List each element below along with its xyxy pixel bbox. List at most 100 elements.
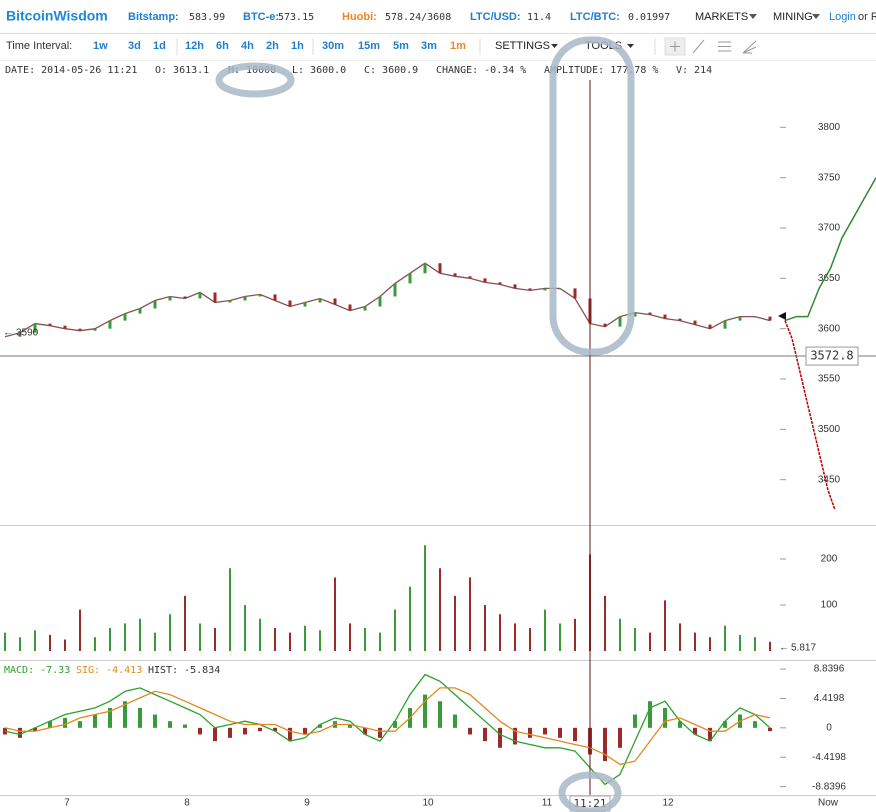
macd-hist-bar	[123, 701, 127, 728]
ticker-label[interactable]: BTC-e:	[243, 11, 279, 23]
macd-hist-bar	[723, 721, 727, 728]
annotation-circle	[549, 36, 635, 356]
left-arrow: ←	[3, 328, 13, 339]
candle	[228, 300, 232, 303]
macd-hist-bar	[618, 727, 622, 748]
menu-arrow	[551, 44, 558, 48]
ticker-label[interactable]: LTC/USD:	[470, 11, 521, 23]
interval-button[interactable]: 30m	[322, 40, 344, 52]
interval-button[interactable]: 4h	[241, 40, 254, 52]
macd-hist-bar	[33, 727, 37, 732]
or-text: or R	[858, 11, 876, 23]
cursor-price-box	[805, 346, 859, 366]
candle	[453, 273, 457, 277]
macd-label: HIST: -5.834	[148, 665, 220, 676]
macd-hist-bar	[288, 727, 292, 742]
volume-bar	[664, 600, 666, 651]
volume-bar	[19, 637, 21, 651]
login-link[interactable]: Login	[829, 11, 856, 23]
menu[interactable]: MINING	[773, 11, 813, 23]
ticker-label[interactable]: Huobi:	[342, 11, 377, 23]
volume-bar	[364, 628, 366, 651]
interval-label: Time Interval:	[6, 40, 72, 52]
macd-hist-bar	[18, 727, 22, 738]
info-field: AMPLITUDE: 177.78 %	[544, 65, 658, 76]
volume-bar	[484, 605, 486, 651]
y-tick-label: 3450	[818, 474, 841, 485]
brand[interactable]: BitcoinWisdom	[6, 8, 108, 24]
interval-button[interactable]: 15m	[358, 40, 380, 52]
interval-button[interactable]: 2h	[266, 40, 279, 52]
volume-bar	[694, 632, 696, 651]
fan-icon[interactable]	[742, 40, 757, 54]
interval-button[interactable]: 1w	[93, 40, 108, 52]
macd-hist-bar	[273, 727, 277, 732]
volume-bar	[769, 641, 771, 651]
interval-button[interactable]: 12h	[185, 40, 204, 52]
line-icon[interactable]	[692, 39, 705, 54]
candle	[318, 298, 322, 303]
menu-arrow	[749, 14, 757, 19]
volume-bar	[214, 628, 216, 651]
volume-bar	[619, 618, 621, 651]
x-tick-label: 7	[64, 798, 70, 809]
candle	[678, 318, 682, 321]
volume-bar	[604, 595, 606, 651]
price-marker	[778, 312, 786, 320]
candle	[693, 320, 697, 325]
info-field: V: 214	[676, 65, 712, 76]
macd-label: SIG: -4.413	[76, 665, 142, 676]
interval-button[interactable]: 1d	[153, 40, 166, 52]
ticker-value: 578.24/3608	[385, 12, 451, 23]
ticker-value: 583.99	[189, 12, 225, 23]
volume-bar	[289, 632, 291, 651]
volume-bar	[754, 637, 756, 651]
candle	[558, 288, 562, 290]
x-tick-label: 11	[542, 798, 553, 809]
interval-button[interactable]: 5m	[393, 40, 409, 52]
y-tick-label: 3700	[818, 223, 841, 234]
macd-hist-bar	[153, 714, 157, 728]
ticker-value: 0.01997	[628, 12, 670, 23]
macd-hist-bar	[528, 727, 532, 738]
macd-hist-bar	[603, 727, 607, 762]
x-tick-label: Now	[818, 798, 839, 809]
info-field: O: 3613.1	[155, 65, 209, 76]
volume-bar	[409, 586, 411, 651]
macd-hist-bar	[693, 727, 697, 735]
interval-button[interactable]: 6h	[216, 40, 229, 52]
menu[interactable]: MARKETS	[695, 11, 748, 23]
y-tick-label: 3550	[818, 374, 841, 385]
drawing-tools[interactable]	[664, 37, 757, 56]
macd-hist-bar	[483, 727, 487, 742]
candle	[723, 320, 727, 329]
volume-bar	[679, 623, 681, 651]
macd-hist-bar	[168, 721, 172, 728]
volume-bar	[274, 628, 276, 651]
y-tick-label: 3600	[818, 323, 841, 334]
fib-icon[interactable]	[718, 41, 731, 52]
x-tick-label: 10	[422, 798, 434, 809]
interval-button[interactable]: 3d	[128, 40, 141, 52]
volume-last-label: 5.817	[791, 643, 816, 654]
candle	[213, 292, 217, 303]
candle	[498, 282, 502, 285]
macd-hist-bar	[768, 727, 772, 732]
interval-button[interactable]: 3m	[421, 40, 437, 52]
macd-hist-bar	[438, 701, 442, 728]
macd-hist-bar	[453, 714, 457, 728]
macd-hist-bar	[648, 701, 652, 728]
volume-bar	[169, 614, 171, 651]
candle	[183, 296, 187, 299]
ticker-label[interactable]: LTC/BTC:	[570, 11, 620, 23]
settings-menu[interactable]: SETTINGS	[495, 40, 550, 52]
macd-hist-bar	[3, 727, 7, 735]
interval-button[interactable]: 1m	[450, 40, 466, 52]
volume-bar	[439, 568, 441, 651]
ticker-label[interactable]: Bitstamp:	[128, 11, 179, 23]
macd-hist-bar	[468, 727, 472, 735]
interval-button[interactable]: 1h	[291, 40, 304, 52]
y-tick-label: 4.4198	[814, 693, 845, 704]
macd-hist-bar	[633, 714, 637, 728]
